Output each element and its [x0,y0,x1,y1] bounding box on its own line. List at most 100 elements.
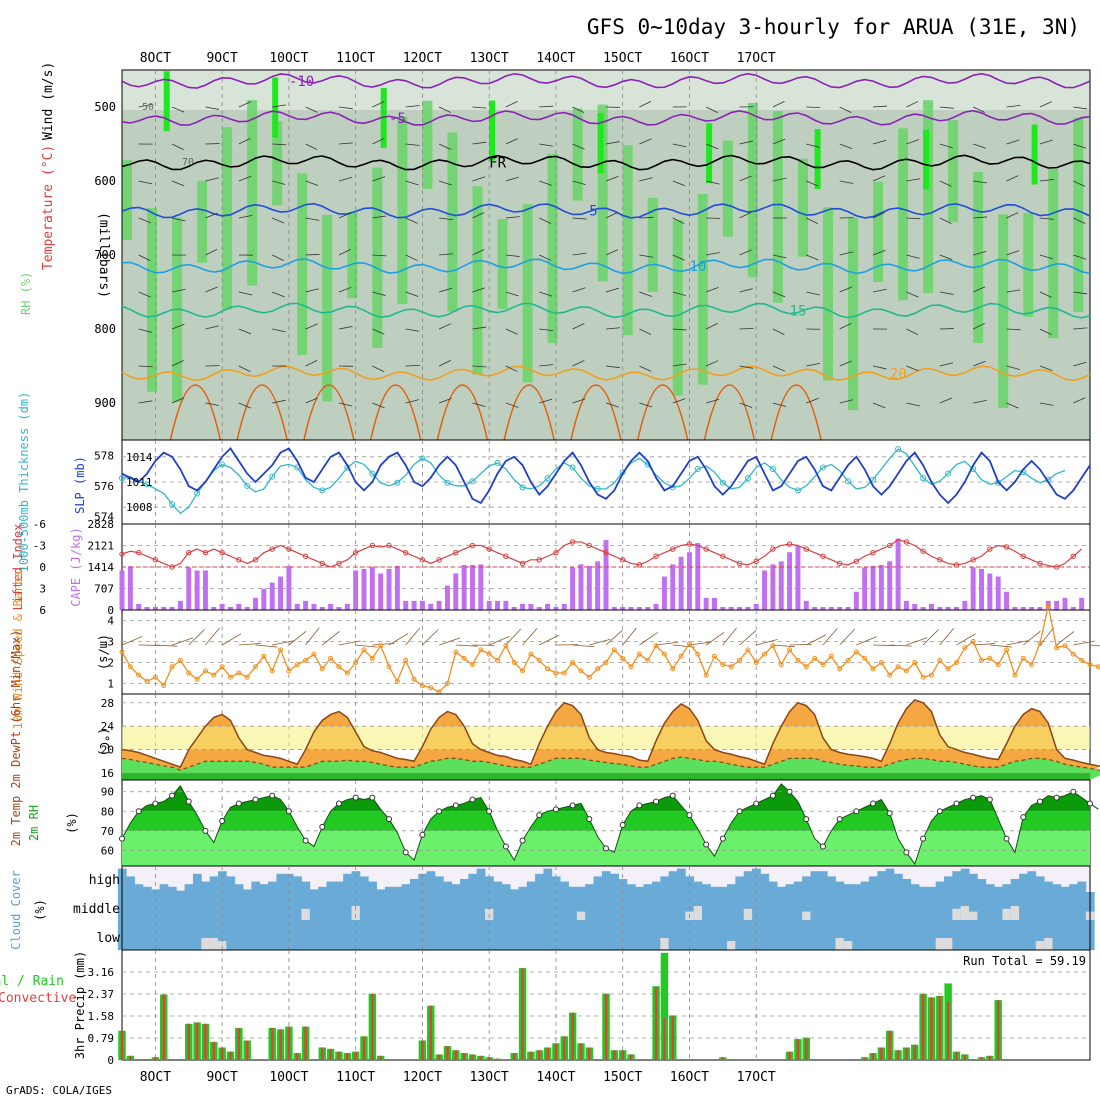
wind-barb [138,103,153,108]
rh-point [970,794,977,801]
rh-saturated-column [814,129,821,190]
cloud-bar [969,892,978,920]
cloud-high-bar [893,873,903,892]
wind-speed-point [1045,603,1051,609]
cloud-bar [910,892,920,920]
wind-barb [572,180,586,186]
cloud-gap-bar [693,906,703,920]
wind-barb [405,217,418,224]
wind-barb [705,323,718,330]
cape-bar [678,556,684,610]
rh-moist-column [898,128,909,301]
precip-convective-label: Convective [0,991,76,1006]
lifted-index-point [202,549,209,556]
cloud-bar [902,920,912,950]
wind-speed-point [878,660,884,665]
precip-convective-bar [880,1047,883,1060]
thickness-point [744,475,751,482]
wind-barb [906,139,920,145]
wind-barb-10m [489,635,510,646]
wind-barb [705,106,718,114]
cloud-high-bar [785,884,795,892]
wind-barb-10m [989,644,1012,648]
temperature-contour [121,154,1091,171]
wind-barb [973,180,987,184]
lifted-tick-label: 6 [39,604,46,617]
wind-speed-point [937,657,943,663]
wind-barb [138,180,153,185]
cloud-high-bar [935,881,945,892]
cloud-bar [176,920,186,950]
cloud-high-bar [852,884,861,892]
wind-barb [1006,328,1021,331]
wind-barb [939,291,954,295]
wind-barb [205,286,218,293]
lifted-index-point [569,539,576,545]
cloud-high-bar [735,876,745,892]
wind-speed-point [987,655,993,661]
rh-line [121,783,1099,866]
cape-bar [870,565,876,610]
cape-bar [862,567,868,610]
wind-speed-point [795,657,801,663]
cloud-bar [501,920,511,950]
wind-barb-10m [288,630,307,646]
cloud-bar [326,920,336,950]
cloud-bar [476,920,486,950]
lifted-index-point [236,557,242,563]
cloud-bar [727,920,736,950]
wind-speed-point [603,660,609,665]
cloud-high-bar [218,871,227,892]
wind-speed-point [328,655,334,661]
thickness-point [945,470,952,477]
lifted-tick-label: -3 [33,540,46,553]
wind-speed-point [469,662,475,668]
cloud-gap-bar [1002,908,1012,920]
temp-tick-label: 16 [101,767,114,780]
cloud-bar [184,920,194,950]
temperature-contour-25 [169,384,222,441]
cape-bar [928,603,934,610]
cape-bar [1054,600,1060,610]
precip-convective-bar [788,1051,791,1060]
wind-barb [839,180,854,184]
cape-bar [561,603,567,610]
cloud-bar [735,892,745,920]
rh-point [169,792,176,799]
x-tick-label-top: 12OCT [403,51,442,66]
cloud-bar [960,920,970,950]
precip-convective-bar [896,1050,900,1060]
cloud-high-bar [234,884,244,892]
lifted-index-point [736,560,743,567]
x-tick-label-top: 15OCT [603,51,642,66]
wind-speed-point [737,657,743,663]
cape-bar [970,567,976,610]
cloud-bar [702,920,711,950]
cloud-bar [877,920,887,950]
lifted-index-point [686,541,693,547]
lifted-index-point [135,549,142,556]
cloud-high-bar [543,868,553,892]
wind-barb [1006,139,1020,145]
cloud-bar [468,892,478,920]
wind-barb [672,291,686,296]
cloud-bar [843,892,853,920]
cape-bar [152,606,158,610]
cloud-bar [718,892,728,920]
lifted-index-point [970,557,976,563]
wind-barb [439,217,453,221]
rh-moist-column [247,100,258,286]
temperature-contour [121,72,1091,89]
wind-barb [739,365,754,369]
wind-barb-10m [221,633,242,646]
wind-barb [806,217,819,225]
wind-barb [338,326,353,330]
wind-barb [472,249,485,256]
precip-tick-label: 3.16 [88,966,115,979]
rh-point [452,802,459,809]
lifted-index-point [386,542,392,549]
cloud-bar [1035,920,1045,950]
wind-speed-line [121,605,1100,693]
temp-tick-label: 20 [101,744,114,757]
temperature-contour-25 [503,384,555,441]
